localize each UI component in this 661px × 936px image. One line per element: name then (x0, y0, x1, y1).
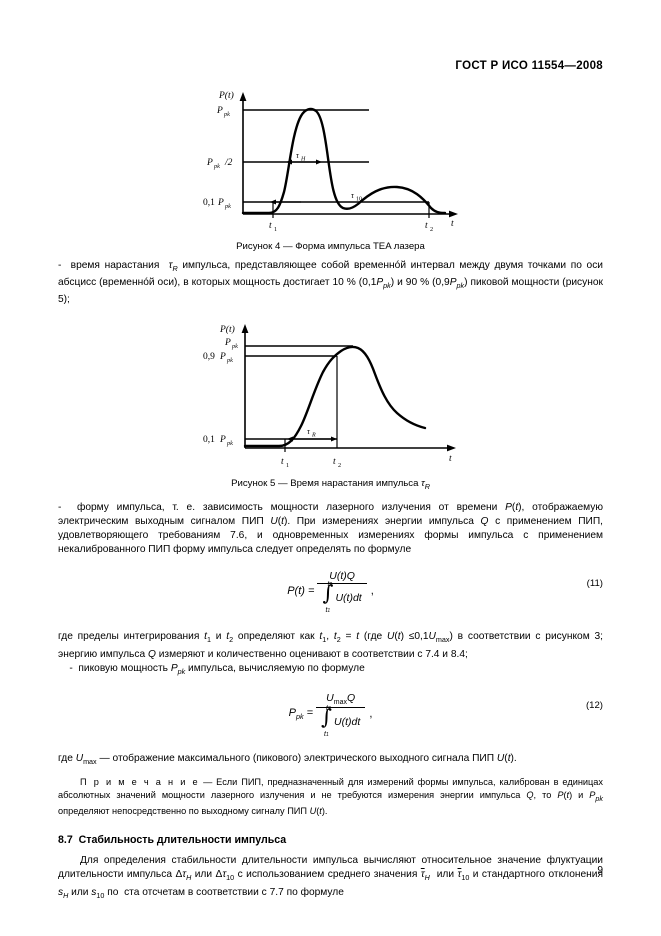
svg-text:P: P (219, 352, 226, 362)
svg-text:0,1: 0,1 (203, 435, 215, 445)
formula-11-body: P(t) = U(t)Q t2 ∫ t1 U(t)dt, (58, 570, 603, 615)
svg-text:t: t (333, 457, 336, 467)
svg-text:P: P (224, 338, 231, 348)
paragraph-rise-time: - время нарастания τR импульса, представ… (58, 259, 603, 308)
svg-text:pk: pk (226, 357, 233, 364)
formula-11-integrand: U(t)dt (335, 592, 362, 605)
formula-12-number: (12) (585, 700, 603, 712)
formula-11-fraction: U(t)Q t2 ∫ t1 U(t)dt (317, 570, 367, 615)
formula-12: Ppk = UmaxQ t2 ∫ t1 U(t)dt, (12) (58, 688, 603, 746)
formula-12-denominator: t2 ∫ t1 U(t)dt (316, 705, 365, 739)
section-8-7-title: Стабильность длительности импульса (78, 834, 287, 847)
figure-5-graphic: P(t) P pk 0,9 P pk 0,1 P pk t 1 t 2 t τ … (203, 323, 456, 469)
formula-11: P(t) = U(t)Q t2 ∫ t1 U(t)dt, (11) (58, 566, 603, 624)
paragraph-umax-text: где Umax — отображение максимального (пи… (58, 753, 517, 767)
page-header: ГОСТ Р ИСО 11554—2008 (455, 60, 603, 72)
formula-12-integrand: U(t)dt (334, 716, 361, 729)
formula-12-trailing: , (369, 707, 373, 720)
svg-text:pk: pk (224, 203, 231, 210)
integral-symbol: t2 ∫ t1 (321, 705, 332, 739)
section-8-7-paragraph-text: Для определения стабильности длительност… (58, 855, 604, 900)
formula-11-lhs: P(t) = (287, 584, 315, 597)
svg-text:t: t (281, 457, 284, 467)
svg-text:τ: τ (296, 151, 300, 160)
note-text: — Если ПИП, предназначенный для измерени… (58, 777, 603, 817)
formula-12-fraction: UmaxQ t2 ∫ t1 U(t)dt (316, 692, 366, 739)
note-block: П р и м е ч а н и е — Если ПИП, предназн… (58, 776, 603, 818)
svg-text:2: 2 (338, 462, 341, 469)
svg-text:H: H (300, 157, 306, 163)
integral-upper-limit: t2 (326, 705, 331, 713)
svg-text:1: 1 (274, 226, 277, 233)
paragraph-peak-power-text: - пиковую мощность Ppk импульса, вычисля… (58, 662, 365, 676)
svg-text:τ: τ (351, 191, 355, 200)
svg-text:P(t): P(t) (218, 90, 234, 101)
note-label: П р и м е ч а н и е (80, 777, 200, 788)
paragraph-peak-power: - пиковую мощность Ppk импульса, вычисля… (58, 662, 603, 679)
figure-4: P(t) P pk P pk /2 0,1 P pk t 1 t 2 t τ H… (58, 88, 603, 252)
svg-text:pk: pk (213, 163, 220, 170)
section-8-7-paragraph: Для определения стабильности длительност… (58, 854, 603, 903)
formula-11-numerator: U(t)Q (329, 570, 355, 583)
svg-text:/2: /2 (224, 158, 233, 168)
paragraph-rise-time-text: - время нарастания τR импульса, представ… (58, 260, 604, 306)
figure-5-caption: Рисунок 5 — Время нарастания импульса τR (231, 477, 430, 491)
page-number: 9 (597, 865, 603, 876)
formula-11-number: (11) (586, 578, 603, 590)
page-content: P(t) P pk P pk /2 0,1 P pk t 1 t 2 t τ H… (58, 82, 603, 903)
svg-text:t: t (425, 221, 428, 231)
formula-12-body: Ppk = UmaxQ t2 ∫ t1 U(t)dt, (58, 692, 603, 739)
svg-text:t: t (449, 454, 452, 464)
svg-text:pk: pk (231, 343, 238, 350)
paragraph-limits-text: где пределы интегрирования t1 и t2 опред… (58, 631, 603, 660)
integral-lower-limit: t1 (325, 607, 331, 615)
svg-text:10: 10 (356, 197, 362, 203)
figure-5: P(t) P pk 0,9 P pk 0,1 P pk t 1 t 2 t τ … (58, 320, 603, 491)
formula-11-denominator: t2 ∫ t1 U(t)dt (317, 581, 366, 615)
paragraph-pulse-shape-text: - форму импульса, т. е. зависимость мощн… (58, 501, 603, 556)
formula-11-trailing: , (370, 584, 374, 597)
paragraph-limits: где пределы интегрирования t1 и t2 опред… (58, 630, 603, 661)
svg-text:0,9: 0,9 (203, 352, 215, 362)
svg-text:0,1: 0,1 (203, 198, 215, 208)
svg-text:P(t): P(t) (219, 324, 235, 335)
svg-text:t: t (269, 221, 272, 231)
fraction-bar (317, 583, 367, 585)
integral-glyph: ∫ (321, 705, 332, 730)
formula-12-numerator: UmaxQ (326, 692, 356, 707)
figure-4-graphic: P(t) P pk P pk /2 0,1 P pk t 1 t 2 t τ H… (203, 90, 458, 233)
section-8-7-number: 8.7 (58, 834, 73, 847)
svg-text:P: P (217, 198, 224, 208)
figure-5-caption-text: Рисунок 5 — Время нарастания импульса (231, 477, 422, 489)
formula-12-lhs: Ppk = (288, 706, 314, 721)
svg-text:P: P (216, 106, 223, 116)
figure-4-caption: Рисунок 4 — Форма импульса TEA лазера (58, 241, 603, 252)
svg-text:pk: pk (226, 440, 233, 447)
svg-text:pk: pk (223, 111, 230, 118)
svg-text:R: R (311, 432, 316, 438)
section-8-7-heading: 8.7 Стабильность длительности импульса (58, 834, 603, 846)
paragraph-umax: где Umax — отображение максимального (пи… (58, 752, 603, 769)
fraction-bar (316, 707, 366, 709)
integral-glyph: ∫ (322, 581, 334, 606)
svg-text:P: P (206, 158, 213, 168)
svg-text:1: 1 (286, 462, 289, 469)
svg-text:P: P (219, 435, 226, 445)
figure-4-caption-text: Рисунок 4 — Форма импульса TEA лазера (236, 241, 425, 252)
svg-text:t: t (451, 219, 454, 229)
integral-lower-limit: t1 (324, 731, 329, 739)
svg-text:2: 2 (430, 226, 433, 233)
svg-text:τ: τ (307, 427, 311, 436)
paragraph-pulse-shape: - форму импульса, т. е. зависимость мощн… (58, 501, 603, 558)
integral-symbol: t2 ∫ t1 (322, 581, 334, 615)
integral-upper-limit: t2 (327, 581, 333, 589)
